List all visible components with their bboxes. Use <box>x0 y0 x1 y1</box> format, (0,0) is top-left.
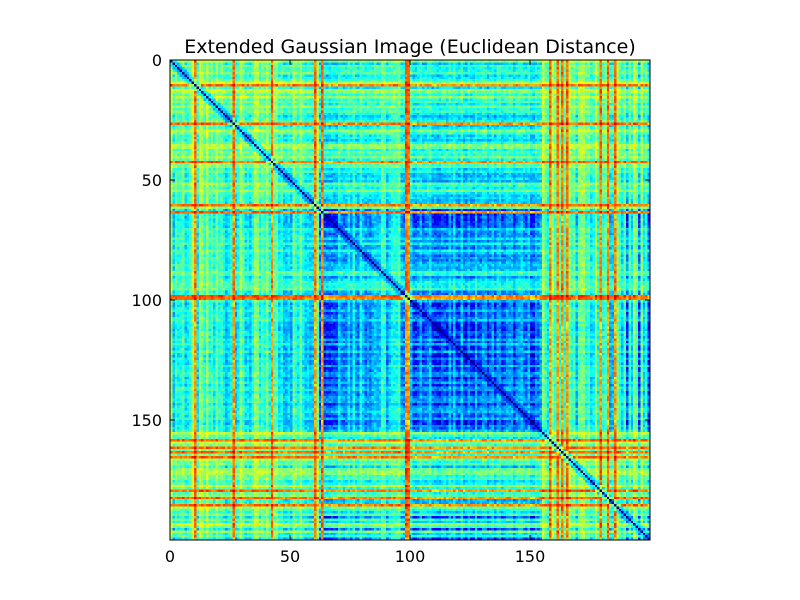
x-tick-label: 0 <box>165 547 175 566</box>
x-axis-ticks: 0 50 100 150 <box>165 60 545 566</box>
x-tick-label: 150 <box>515 547 546 566</box>
x-tick-label: 50 <box>280 547 300 566</box>
y-tick-label: 50 <box>142 171 162 190</box>
y-tick-label: 0 <box>152 51 162 70</box>
y-axis-ticks: 0 50 100 150 <box>131 51 650 430</box>
chart-title: Extended Gaussian Image (Euclidean Dista… <box>184 36 635 58</box>
y-tick-label: 150 <box>131 411 162 430</box>
x-tick-label: 100 <box>395 547 426 566</box>
distance-heatmap <box>170 60 650 540</box>
y-tick-label: 100 <box>131 291 162 310</box>
heatmap-plot: 0 50 100 150 0 50 100 150 <box>131 51 651 566</box>
